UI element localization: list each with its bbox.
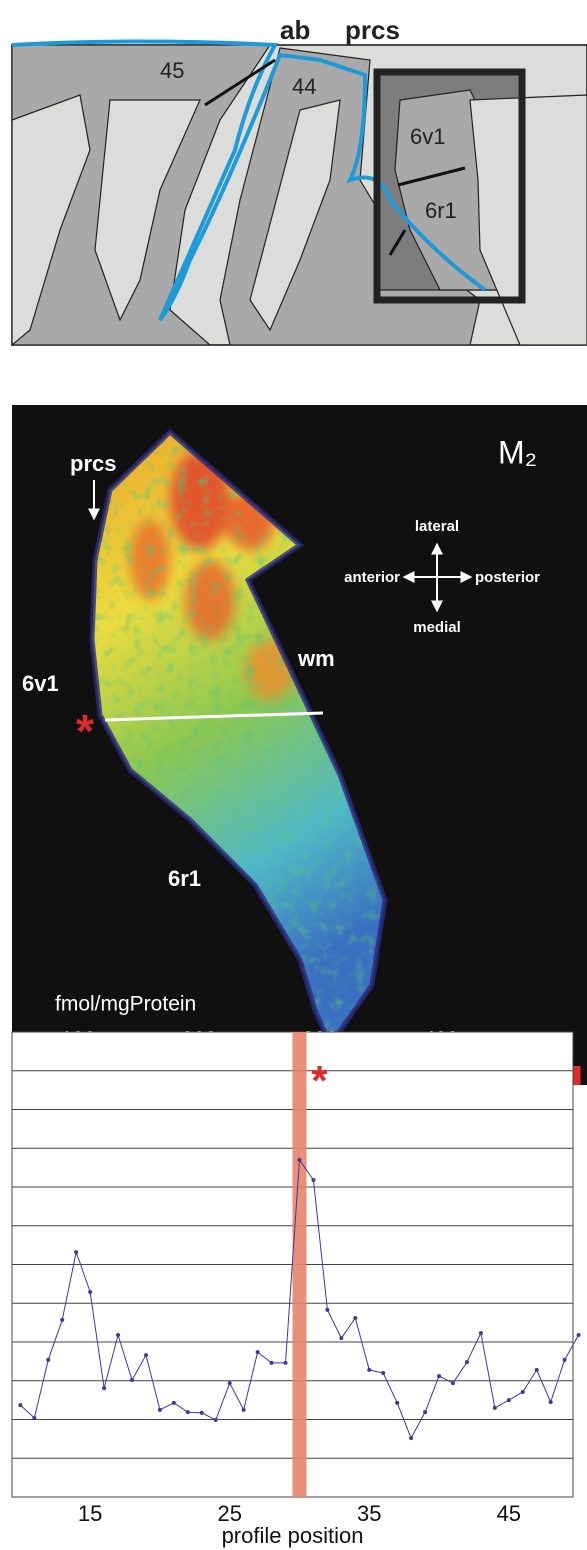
autoradiograph: M₂ prcs 6v1 6r1 wm lateral anterior post… — [12, 405, 587, 1085]
data-point — [451, 1381, 455, 1385]
data-point — [311, 1178, 315, 1182]
data-point — [507, 1398, 511, 1402]
data-point — [270, 1361, 274, 1365]
data-point — [297, 1158, 301, 1162]
data-point — [367, 1368, 371, 1372]
data-point — [493, 1406, 497, 1410]
marker: * — [76, 705, 94, 757]
data-point — [186, 1410, 190, 1414]
data-point — [395, 1401, 399, 1405]
label: 45 — [160, 58, 184, 83]
data-point — [18, 1403, 22, 1407]
label: 6r1 — [168, 866, 201, 891]
data-point — [102, 1386, 106, 1390]
direction: anterior — [344, 569, 400, 586]
data-point — [144, 1353, 148, 1357]
data-point — [74, 1250, 78, 1254]
data-point — [339, 1336, 343, 1340]
figure: ab prcs 45 44 6v1 6r1 M₂ prcs 6v1 6r1 — [0, 0, 587, 1550]
x-axis-label: profile position — [222, 1523, 364, 1548]
data-point — [437, 1374, 441, 1378]
data-point — [563, 1358, 567, 1362]
data-point — [200, 1411, 204, 1415]
data-point — [325, 1308, 329, 1312]
label: 6v1 — [410, 124, 445, 149]
label: ab — [280, 15, 310, 45]
data-point — [46, 1358, 50, 1362]
data-point — [479, 1331, 483, 1335]
label: 44 — [292, 74, 316, 99]
direction: medial — [413, 619, 461, 636]
direction: lateral — [415, 518, 459, 535]
direction: posterior — [475, 569, 540, 586]
data-point — [158, 1408, 162, 1412]
data-point — [423, 1410, 427, 1414]
label: 6r1 — [425, 198, 457, 223]
colorbar-unit: fmol/mgProtein — [55, 993, 196, 1016]
data-point — [172, 1401, 176, 1405]
data-point — [535, 1368, 539, 1372]
highlight-band — [292, 1032, 306, 1497]
data-point — [32, 1416, 36, 1420]
data-point — [214, 1418, 218, 1422]
data-point — [60, 1318, 64, 1322]
label: prcs — [345, 15, 400, 45]
label: wm — [297, 646, 335, 671]
data-point — [577, 1333, 581, 1337]
data-point — [409, 1436, 413, 1440]
label: prcs — [70, 451, 116, 476]
label: 6v1 — [22, 671, 59, 696]
data-point — [465, 1360, 469, 1364]
receptor: M₂ — [498, 434, 537, 470]
x-tick-label: 45 — [497, 1501, 521, 1526]
x-tick-label: 15 — [78, 1501, 102, 1526]
data-point — [284, 1361, 288, 1365]
data-point — [256, 1350, 260, 1354]
data-point — [353, 1316, 357, 1320]
data-point — [381, 1371, 385, 1375]
data-point — [88, 1290, 92, 1294]
data-point — [228, 1381, 232, 1385]
diagram: ab prcs 45 44 6v1 6r1 — [12, 15, 587, 345]
annotation: * — [311, 1057, 328, 1104]
data-point — [549, 1400, 553, 1404]
data-point — [521, 1390, 525, 1394]
data-point — [242, 1408, 246, 1412]
data-point — [130, 1378, 134, 1382]
data-point — [116, 1333, 120, 1337]
